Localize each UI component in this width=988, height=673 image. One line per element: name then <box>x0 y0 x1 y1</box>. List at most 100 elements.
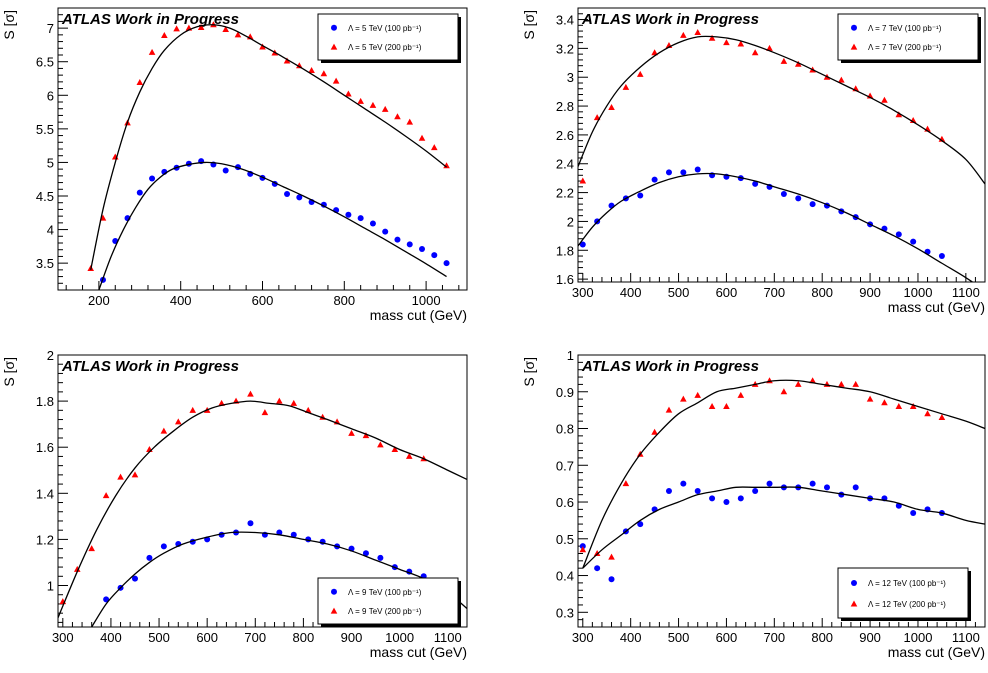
y-axis-title: S [σ] <box>1 357 17 387</box>
legend-box <box>837 13 979 61</box>
data-point <box>651 49 658 56</box>
x-tick-label: 500 <box>148 630 170 645</box>
chart-panel-2: 300 400 500 600 700 800 900 1000 1100 1.6 1.8 2 2.2 2… <box>521 7 986 315</box>
plot-frame <box>57 354 468 628</box>
data-point <box>780 388 788 395</box>
data-point <box>651 428 658 435</box>
data-point <box>406 241 413 248</box>
data-point <box>369 101 377 108</box>
y-tick-label: 0.4 <box>556 569 574 584</box>
x-tick-label: 300 <box>572 630 594 645</box>
data-point <box>752 488 759 494</box>
x-tick-label: 800 <box>811 285 833 300</box>
data-point <box>391 446 399 453</box>
data-point <box>910 510 917 517</box>
data-point <box>308 66 315 73</box>
legend-label: Λ = 12 TeV (100 pb⁻¹) <box>868 579 946 588</box>
data-point <box>895 231 902 238</box>
legend-label: Λ = 5 TeV (200 pb⁻¹) <box>348 43 422 52</box>
data-point <box>780 57 788 64</box>
data-point <box>895 402 903 409</box>
chart-panel-1: 200 400 600 800 1000 3.5 4 4.5 5 5.5 6 6.5 7 mass cut… <box>1 7 468 323</box>
data-point <box>895 111 903 118</box>
y-axis-title: S [σ] <box>521 10 537 40</box>
x-tick-label: 500 <box>668 285 690 300</box>
plot-data <box>578 29 985 282</box>
data-point <box>357 97 364 104</box>
fit-curve <box>90 24 447 270</box>
x-tick-label: 800 <box>811 630 833 645</box>
data-point <box>651 176 658 183</box>
data-point <box>924 410 931 417</box>
data-point <box>131 471 139 478</box>
data-point <box>594 565 601 572</box>
legend-box <box>317 577 459 625</box>
data-point <box>173 25 180 32</box>
x-tick-label: 600 <box>196 630 218 645</box>
data-point <box>102 492 110 499</box>
legend-label: Λ = 7 TeV (100 pb⁻¹) <box>868 24 942 33</box>
data-point <box>136 189 143 196</box>
data-point <box>809 480 816 487</box>
data-point <box>247 390 254 397</box>
plot-data <box>579 377 985 583</box>
fit-curve <box>98 161 447 290</box>
data-point <box>838 76 845 83</box>
y-tick-label: 1 <box>47 579 54 594</box>
data-point <box>795 195 802 202</box>
data-point <box>276 397 283 404</box>
data-point <box>394 113 401 120</box>
x-tick-label: 700 <box>763 285 785 300</box>
data-point <box>136 79 144 86</box>
data-point <box>377 441 384 448</box>
data-point <box>579 546 587 553</box>
legend-box <box>317 13 459 61</box>
y-tick-label: 6.5 <box>36 55 54 70</box>
data-point <box>694 166 701 173</box>
data-point <box>766 480 773 487</box>
data-point <box>431 252 438 259</box>
legend: Λ = 5 TeV (100 pb⁻¹) Λ = 5 TeV (200 pb⁻¹) <box>317 13 461 63</box>
data-point <box>579 177 587 184</box>
legend: Λ = 7 TeV (100 pb⁻¹) Λ = 7 TeV (200 pb⁻¹) <box>837 13 981 63</box>
data-point <box>222 25 229 32</box>
legend: Λ = 9 TeV (100 pb⁻¹) Λ = 9 TeV (200 pb⁻¹) <box>317 577 461 627</box>
y-tick-label: 3.5 <box>36 256 54 271</box>
data-point <box>665 169 672 176</box>
y-tick-label: 2.8 <box>556 99 574 114</box>
data-point <box>752 180 759 187</box>
data-point <box>665 406 673 413</box>
legend-label: Λ = 9 TeV (200 pb⁻¹) <box>348 607 422 616</box>
legend-marker <box>331 24 337 31</box>
y-axis-title: S [σ] <box>1 10 17 40</box>
x-axis-title: mass cut (GeV) <box>370 307 467 323</box>
x-tick-label: 600 <box>716 285 738 300</box>
x-tick-label: 200 <box>88 293 110 308</box>
legend-marker <box>851 24 857 31</box>
data-point <box>637 521 644 528</box>
legend-marker <box>850 600 858 607</box>
legend-marker <box>850 43 858 50</box>
data-point <box>694 391 702 398</box>
y-tick-label: 2 <box>567 214 574 229</box>
atlas-banner: ATLAS Work in Progress <box>581 11 759 28</box>
legend-box <box>837 567 969 619</box>
legend-label: Λ = 5 TeV (100 pb⁻¹) <box>348 24 422 33</box>
fit-curve <box>582 379 985 569</box>
x-tick-label: 800 <box>293 630 315 645</box>
x-tick-label: 900 <box>859 630 881 645</box>
fit-curve <box>578 35 985 185</box>
y-tick-label: 6 <box>47 88 54 103</box>
x-tick-label: 300 <box>572 285 594 300</box>
data-point <box>381 105 389 112</box>
data-point <box>866 395 874 402</box>
data-point <box>296 194 303 201</box>
data-point <box>362 550 369 557</box>
data-point <box>348 429 355 436</box>
data-point <box>608 202 615 209</box>
x-tick-label: 1100 <box>952 285 980 300</box>
data-point <box>608 104 615 111</box>
data-point <box>608 576 615 583</box>
data-point <box>261 409 269 416</box>
